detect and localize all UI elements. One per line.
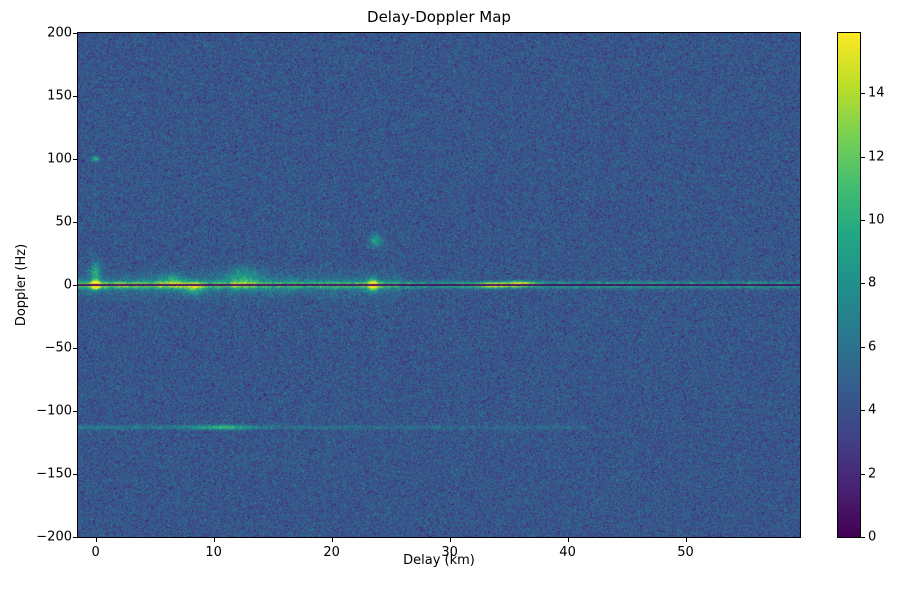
x-tick-mark [95,538,97,542]
colorbar-canvas [838,33,860,537]
colorbar-tick-mark [861,346,865,348]
heatmap-canvas [78,33,800,537]
x-tick-mark [449,538,451,542]
y-tick-label: −50 [44,340,72,356]
colorbar-tick-label: 4 [868,402,877,418]
colorbar-tick-label: 8 [868,275,877,291]
x-axis-label: Delay (km) [403,553,475,568]
y-tick-mark [73,474,77,475]
y-tick-label: 100 [47,151,72,167]
y-tick-label: 200 [47,25,72,41]
y-tick-label: −200 [36,529,72,545]
y-tick-mark [73,96,77,97]
y-tick-label: 0 [63,277,72,293]
colorbar-tick-mark [861,473,865,475]
colorbar-tick-mark [861,410,865,412]
x-tick-mark [331,538,333,542]
colorbar [837,32,861,538]
y-tick-mark [73,537,77,538]
y-tick-mark [73,285,77,286]
y-tick-label: −150 [36,466,72,482]
x-tick-mark [213,538,215,542]
x-tick-mark [685,538,687,542]
colorbar-tick-mark [861,283,865,285]
colorbar-tick-label: 12 [868,149,885,165]
y-tick-label: 150 [47,88,72,104]
colorbar-tick-mark [861,220,865,222]
colorbar-tick-mark [861,537,865,538]
y-tick-label: 50 [55,214,72,230]
colorbar-tick-mark [861,93,865,95]
x-tick-mark [567,538,569,542]
colorbar-tick-label: 10 [868,212,885,228]
y-axis-label: Doppler (Hz) [14,243,29,327]
y-tick-mark [73,411,77,412]
chart-title: Delay-Doppler Map [367,8,511,26]
y-tick-mark [73,159,77,160]
colorbar-tick-mark [861,156,865,158]
colorbar-tick-label: 14 [868,85,885,101]
y-tick-mark [73,348,77,349]
y-tick-label: −100 [36,403,72,419]
y-tick-mark [73,222,77,223]
colorbar-tick-label: 2 [868,466,877,482]
colorbar-tick-label: 6 [868,339,877,355]
colorbar-tick-label: 0 [868,529,877,545]
y-tick-mark [73,33,77,34]
plot-area [77,32,801,538]
